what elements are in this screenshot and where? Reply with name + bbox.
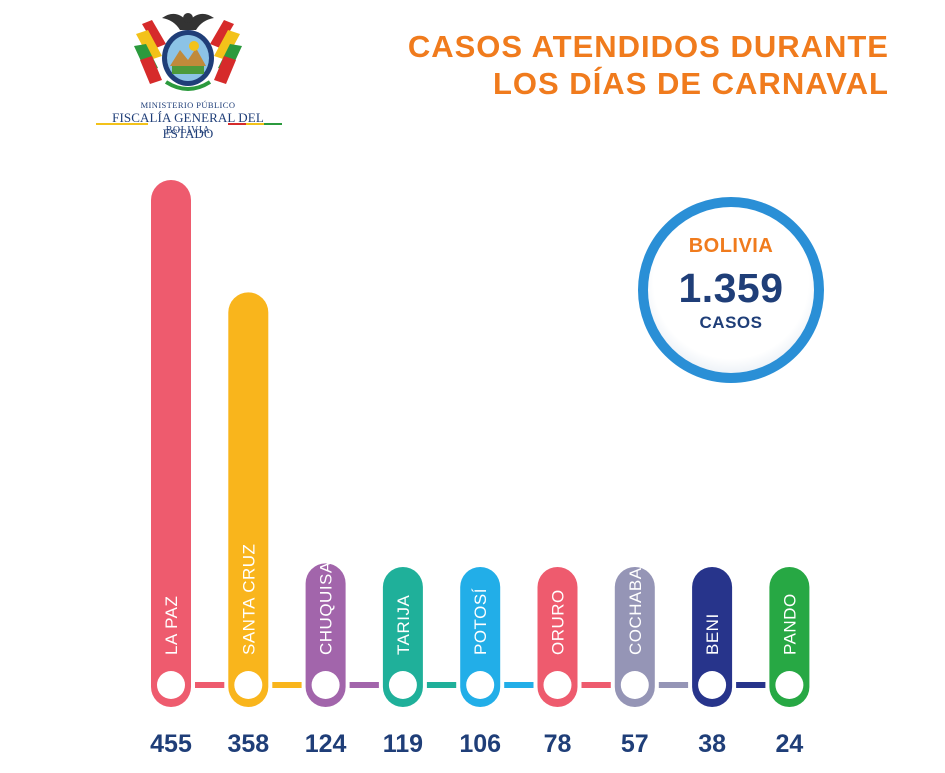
bar-tarija — [382, 567, 423, 707]
tricolor-divider — [96, 123, 282, 125]
total-badge: BOLIVIA 1.359 CASOS — [636, 195, 826, 385]
value-label-beni: 38 — [698, 730, 726, 758]
badge-ring — [638, 197, 824, 383]
bar-label-cochabamba: COCHABAMBA — [626, 529, 645, 655]
title-line-1: CASOS ATENDIDOS DURANTE — [407, 29, 889, 64]
badge-total: 1.359 — [678, 265, 784, 311]
bar-beni — [692, 567, 733, 707]
bar-label-santa-cruz: SANTA CRUZ — [239, 544, 258, 655]
badge-unit: CASOS — [699, 313, 763, 332]
value-label-oruro: 78 — [544, 730, 572, 758]
bar-label-pando: PANDO — [780, 593, 799, 655]
bar-label-tarija: TARIJA — [394, 595, 413, 655]
title-line-2: LOS DÍAS DE CARNAVAL — [492, 66, 889, 101]
bar-pando — [769, 567, 810, 707]
value-label-la-paz: 455 — [150, 730, 192, 758]
bar-dot-la-paz — [157, 671, 185, 699]
bar-potosi — [460, 567, 501, 707]
org-line-1: MINISTERIO PÚBLICO — [140, 100, 236, 110]
page-title: CASOS ATENDIDOS DURANTE LOS DÍAS DE CARN… — [408, 28, 889, 102]
org-line-3: BOLIVIA — [165, 125, 211, 136]
bar-label-potosi: POTOSÍ — [471, 588, 490, 655]
logo: MINISTERIO PÚBLICO FISCALÍA GENERAL DEL … — [92, 4, 284, 141]
bar-dot-pando — [775, 671, 804, 699]
bar-dot-potosi — [466, 671, 495, 699]
value-label-potosi: 106 — [459, 730, 501, 758]
bar-label-beni: BENI — [703, 613, 722, 655]
bar-cochabamba — [614, 567, 655, 707]
bar-la-paz — [151, 180, 191, 707]
bar-dot-tarija — [388, 671, 417, 699]
bar-chuquisaca — [305, 563, 346, 707]
bar-dot-oruro — [543, 671, 572, 699]
org-line-2: FISCALÍA GENERAL DEL ESTADO — [112, 110, 264, 141]
bar-dot-cochabamba — [620, 671, 649, 699]
bar-santa-cruz — [228, 292, 269, 707]
value-label-cochabamba: 57 — [621, 730, 649, 758]
bar-dot-beni — [698, 671, 727, 699]
bar-dot-chuquisaca — [311, 671, 340, 699]
value-label-santa-cruz: 358 — [227, 730, 269, 758]
bar-label-chuquisaca: CHUQUISACA — [317, 536, 336, 655]
bar-label-la-paz: LA PAZ — [162, 596, 181, 655]
value-label-chuquisaca: 124 — [305, 730, 347, 758]
badge-country: BOLIVIA — [688, 235, 774, 257]
bar-label-oruro: ORURO — [549, 589, 568, 655]
bar-dot-santa-cruz — [234, 671, 263, 699]
coat-of-arms-icon — [134, 13, 242, 91]
value-label-tarija: 119 — [383, 730, 423, 758]
bar-oruro — [537, 567, 578, 707]
value-label-pando: 24 — [775, 730, 803, 758]
